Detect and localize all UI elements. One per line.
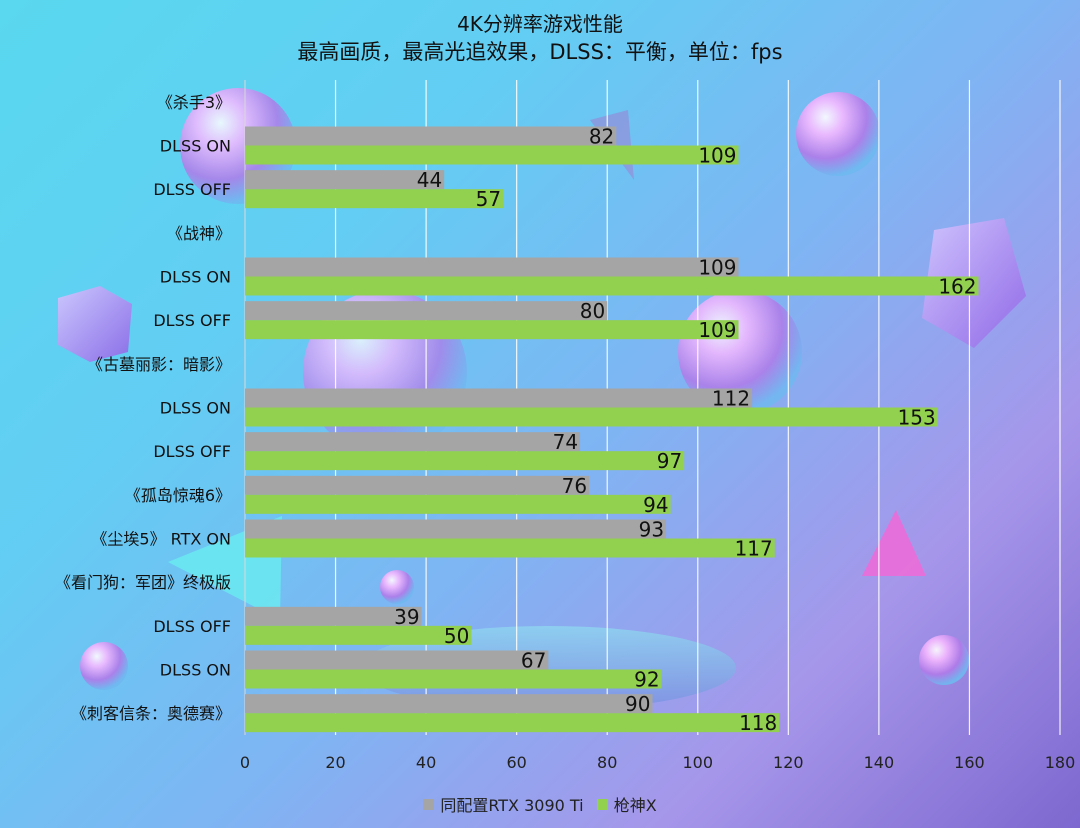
bar-row-13-series-1 <box>245 650 549 670</box>
x-tick-label-140: 140 <box>864 753 895 772</box>
x-tick-label-100: 100 <box>683 753 714 772</box>
data-label-row-7-series-1: 112 <box>712 387 750 411</box>
data-label-row-13-series-1: 67 <box>521 649 546 673</box>
legend: 同配置RTX 3090 Ti 枪神X <box>0 792 1080 816</box>
data-label-row-4-series-1: 109 <box>698 256 736 280</box>
bar-row-13-series-2 <box>245 669 662 689</box>
bar-row-1-series-1 <box>245 126 617 146</box>
x-tick-label-20: 20 <box>325 753 345 772</box>
bar-row-10-series-1 <box>245 519 667 539</box>
row-label-0: 《杀手3》 <box>157 93 231 112</box>
bar-row-8-series-2 <box>245 451 685 471</box>
bar-row-5-series-2 <box>245 320 739 340</box>
bar-row-5-series-1 <box>245 301 608 321</box>
row-label-14: 《刺客信条：奥德赛》 <box>71 704 231 723</box>
chart-subtitle: 最高画质，最高光追效果，DLSS：平衡，单位：fps <box>297 40 783 64</box>
data-label-row-14-series-2: 118 <box>739 711 777 735</box>
row-label-13: DLSS ON <box>160 661 231 680</box>
bar-row-8-series-1 <box>245 432 581 452</box>
legend-item-series-1: 同配置RTX 3090 Ti <box>423 792 584 816</box>
data-label-row-9-series-1: 76 <box>562 474 587 498</box>
data-label-row-10-series-2: 117 <box>735 537 773 561</box>
x-tick-label-60: 60 <box>506 753 526 772</box>
data-label-row-2-series-1: 44 <box>417 168 442 192</box>
row-label-9: 《孤岛惊魂6》 <box>125 486 231 505</box>
bar-row-4-series-1 <box>245 257 739 277</box>
data-label-row-5-series-2: 109 <box>698 318 736 342</box>
data-label-row-1-series-2: 109 <box>698 144 736 168</box>
row-label-11: 《看门狗：军团》终极版 <box>55 573 231 592</box>
data-label-row-9-series-2: 94 <box>643 493 668 517</box>
bar-row-7-series-1 <box>245 388 753 408</box>
chart-title: 4K分辨率游戏性能 <box>457 12 623 36</box>
legend-item-series-2: 枪神X <box>596 792 657 816</box>
bar-row-14-series-1 <box>245 694 653 714</box>
bar-row-4-series-2 <box>245 276 979 296</box>
bar-row-14-series-2 <box>245 713 780 733</box>
row-label-4: DLSS ON <box>160 268 231 287</box>
row-label-7: DLSS ON <box>160 399 231 418</box>
data-label-row-1-series-1: 82 <box>589 125 614 149</box>
row-label-12: DLSS OFF <box>153 617 231 636</box>
legend-label-series-1: 同配置RTX 3090 Ti <box>440 796 584 815</box>
bar-row-12-series-2 <box>245 625 472 645</box>
bar-row-9-series-1 <box>245 475 590 495</box>
x-tick-label-160: 160 <box>954 753 985 772</box>
x-tick-label-80: 80 <box>597 753 617 772</box>
legend-swatch-series-1 <box>423 798 435 810</box>
bar-row-10-series-2 <box>245 538 775 558</box>
data-label-row-8-series-2: 97 <box>657 449 682 473</box>
data-label-row-14-series-1: 90 <box>625 692 650 716</box>
row-label-1: DLSS ON <box>160 137 231 156</box>
data-label-row-12-series-2: 50 <box>444 624 469 648</box>
row-label-3: 《战神》 <box>167 224 231 243</box>
data-label-row-8-series-1: 74 <box>553 430 578 454</box>
x-tick-label-180: 180 <box>1045 753 1076 772</box>
bar-row-2-series-1 <box>245 170 445 190</box>
data-label-row-7-series-2: 153 <box>898 406 936 430</box>
x-tick-label-120: 120 <box>773 753 804 772</box>
x-tick-label-0: 0 <box>240 753 250 772</box>
legend-swatch-series-2 <box>596 798 608 810</box>
data-label-row-13-series-2: 92 <box>634 668 659 692</box>
data-label-row-12-series-1: 39 <box>394 605 419 629</box>
row-label-5: DLSS OFF <box>153 311 231 330</box>
bar-row-9-series-2 <box>245 494 671 514</box>
row-label-8: DLSS OFF <box>153 442 231 461</box>
bar-row-7-series-2 <box>245 407 938 427</box>
data-label-row-4-series-2: 162 <box>938 275 976 299</box>
row-label-6: 《古墓丽影：暗影》 <box>87 355 231 374</box>
data-label-row-2-series-2: 57 <box>476 187 501 211</box>
x-tick-label-40: 40 <box>416 753 436 772</box>
bar-row-12-series-1 <box>245 606 422 626</box>
bar-row-2-series-2 <box>245 189 504 209</box>
data-label-row-5-series-1: 80 <box>580 299 605 323</box>
row-label-10: 《尘埃5》 RTX ON <box>91 530 231 549</box>
legend-label-series-2: 枪神X <box>613 796 657 815</box>
row-label-2: DLSS OFF <box>153 180 231 199</box>
data-label-row-10-series-1: 93 <box>639 518 664 542</box>
bar-row-1-series-2 <box>245 145 739 165</box>
